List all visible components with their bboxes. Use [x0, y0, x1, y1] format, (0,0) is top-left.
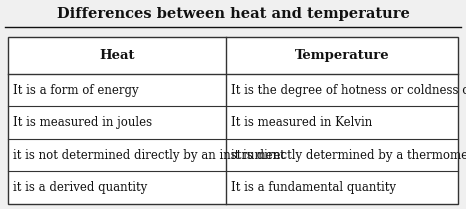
Text: It is the degree of hotness or coldness of a body: It is the degree of hotness or coldness … — [231, 84, 466, 97]
Bar — [8, 37, 458, 204]
Text: It is a form of energy: It is a form of energy — [13, 84, 138, 97]
Text: it is a derived quantity: it is a derived quantity — [13, 181, 147, 194]
Text: It is measured in joules: It is measured in joules — [13, 116, 152, 129]
Text: it is not determined directly by an instrument: it is not determined directly by an inst… — [13, 149, 285, 162]
Text: Differences between heat and temperature: Differences between heat and temperature — [56, 7, 410, 21]
Text: It is measured in Kelvin: It is measured in Kelvin — [231, 116, 372, 129]
Text: Temperature: Temperature — [295, 49, 390, 62]
Text: Heat: Heat — [99, 49, 135, 62]
Text: It is a fundamental quantity: It is a fundamental quantity — [231, 181, 396, 194]
Text: it is directly determined by a thermometer: it is directly determined by a thermomet… — [231, 149, 466, 162]
